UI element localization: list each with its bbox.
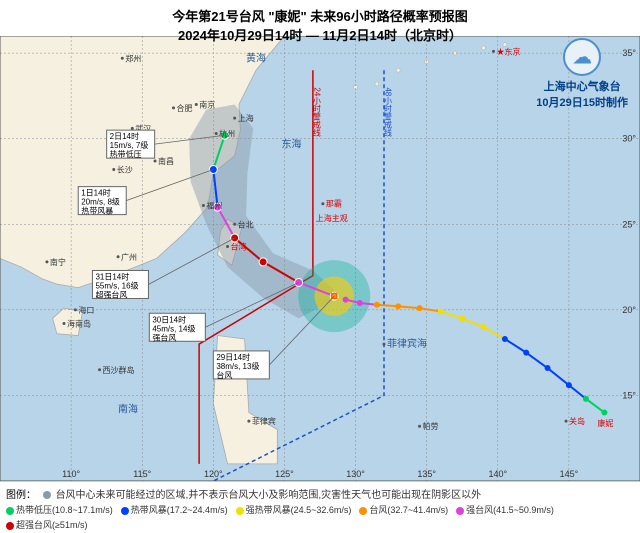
track-point xyxy=(438,309,444,315)
city-label: 郑州 xyxy=(125,53,141,63)
city-label: 杭州 xyxy=(219,129,235,139)
svg-text:15m/s, 7级: 15m/s, 7级 xyxy=(110,140,149,150)
city-label: 西沙群岛 xyxy=(103,365,135,375)
warning-label-48h: 48小时警戒线 xyxy=(384,87,393,136)
legend-dot-icon xyxy=(456,507,464,515)
legend-item: 超强台风(≥51m/s) xyxy=(6,518,87,532)
legend-item: 台风(32.7~41.4m/s) xyxy=(359,503,448,517)
svg-text:25°: 25° xyxy=(622,219,636,229)
ocean-label: 南海 xyxy=(118,403,138,416)
svg-text:120°: 120° xyxy=(204,469,223,479)
city-label: 关岛 xyxy=(569,416,585,426)
legend-item: 热带风暴(17.2~24.4m/s) xyxy=(121,503,228,517)
svg-text:29日14时: 29日14时 xyxy=(216,352,250,362)
svg-text:强台风: 强台风 xyxy=(152,332,176,342)
legend-dot-icon xyxy=(236,507,244,515)
track-point xyxy=(583,396,589,402)
forecast-point xyxy=(259,258,267,266)
svg-text:115°: 115° xyxy=(133,469,151,479)
city-label: 南京 xyxy=(199,99,215,109)
ocean-label: 黄海 xyxy=(246,52,266,65)
svg-text:31日14时: 31日14时 xyxy=(95,271,129,281)
track-point xyxy=(523,350,529,356)
svg-text:2日14时: 2日14时 xyxy=(110,131,139,141)
track-point xyxy=(417,305,423,311)
svg-text:20m/s, 8级: 20m/s, 8级 xyxy=(81,197,120,207)
city-label: 帕劳 xyxy=(423,421,439,431)
org-name: 上海中心气象台 xyxy=(536,78,628,94)
svg-text:130°: 130° xyxy=(346,469,365,479)
track-point xyxy=(459,315,465,321)
svg-text:110°: 110° xyxy=(62,469,80,479)
track-point xyxy=(545,365,551,371)
svg-text:135°: 135° xyxy=(417,469,436,479)
svg-text:热带风暴: 热带风暴 xyxy=(81,206,113,216)
city-label: 海口 xyxy=(78,305,94,315)
svg-text:125°: 125° xyxy=(275,469,294,479)
legend-dot-icon xyxy=(121,507,129,515)
svg-text:15°: 15° xyxy=(622,390,636,400)
svg-text:30°: 30° xyxy=(622,134,636,144)
city-label: 长沙 xyxy=(117,165,133,175)
city-label: 合肥 xyxy=(177,103,193,113)
svg-text:55m/s, 16级: 55m/s, 16级 xyxy=(95,280,138,290)
subjective-label: 上海主观 xyxy=(316,213,348,223)
track-point xyxy=(395,303,401,309)
legend-dot-icon xyxy=(359,507,367,515)
chart-title: 今年第21号台风 "康妮" 未来96小时路径概率预报图 xyxy=(0,6,640,25)
typhoon-name-label: 康妮 xyxy=(597,418,613,428)
city-label: 菲律宾 xyxy=(252,416,276,426)
city-label: 南宁 xyxy=(50,257,66,267)
track-point xyxy=(374,302,380,308)
city-label: 广州 xyxy=(121,252,137,262)
track-point xyxy=(502,336,508,342)
city-label: 台湾 xyxy=(231,242,247,252)
ocean-label: 东海 xyxy=(282,137,302,150)
city-label: 那霸 xyxy=(326,200,342,209)
city-label: 海南岛 xyxy=(67,319,91,329)
legend-dot-icon xyxy=(6,522,14,530)
cone-legend-dot xyxy=(43,491,51,499)
org-logo-icon xyxy=(563,38,601,76)
city-label: 南昌 xyxy=(158,156,174,166)
issued-time: 10月29日15时制作 xyxy=(536,94,628,110)
svg-text:45m/s, 14级: 45m/s, 14级 xyxy=(152,323,195,333)
city-label: 福州 xyxy=(206,201,222,210)
svg-text:20°: 20° xyxy=(622,305,636,315)
legend-note: 台风中心未来可能经过的区域,并不表示台风大小及影响范围,灾害性天气也可能出现在阴… xyxy=(56,486,482,501)
svg-text:38m/s, 13级: 38m/s, 13级 xyxy=(216,361,259,371)
legend-dot-icon xyxy=(6,507,14,515)
legend-panel: 图例： 台风中心未来可能经过的区域,并不表示台风大小及影响范围,灾害性天气也可能… xyxy=(0,481,640,529)
track-point xyxy=(343,297,349,303)
legend-item: 强热带风暴(24.5~32.6m/s) xyxy=(236,503,352,517)
svg-text:145°: 145° xyxy=(560,469,579,479)
legend-title: 图例： xyxy=(6,486,36,501)
svg-text:1日14时: 1日14时 xyxy=(81,188,110,198)
warning-label-24h: 24小时警戒线 xyxy=(312,87,321,136)
track-point xyxy=(357,300,363,306)
city-label: 上海 xyxy=(238,113,254,123)
svg-text:140°: 140° xyxy=(488,469,507,479)
legend-item: 热带低压(10.8~17.1m/s) xyxy=(6,503,113,517)
city-label: 菲律宾海 xyxy=(387,337,427,350)
city-label: 台北 xyxy=(238,219,254,229)
track-point xyxy=(481,324,487,330)
svg-text:超强台风: 超强台风 xyxy=(95,289,127,299)
attribution-block: 上海中心气象台 10月29日15时制作 xyxy=(536,38,628,110)
legend-item: 强台风(41.5~50.9m/s) xyxy=(456,503,554,517)
track-point xyxy=(566,382,572,388)
svg-text:30日14时: 30日14时 xyxy=(152,314,186,324)
svg-text:热带低压: 热带低压 xyxy=(110,149,142,159)
svg-text:台风: 台风 xyxy=(216,370,232,380)
track-point xyxy=(601,410,607,416)
city-label: ★东京 xyxy=(497,46,521,56)
